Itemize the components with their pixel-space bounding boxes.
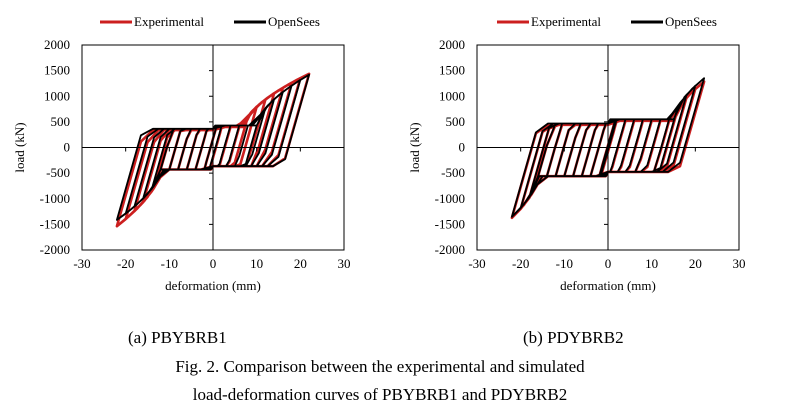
x-tick-label: 20: [294, 256, 307, 271]
y-axis-label: load (kN): [12, 122, 27, 172]
y-axis-label: load (kN): [407, 122, 422, 172]
y-tick-label: 1000: [439, 88, 465, 103]
x-tick-label: 0: [605, 256, 612, 271]
y-tick-label: 0: [64, 140, 71, 155]
figure-caption-line-2: load-deformation curves of PBYBRB1 and P…: [192, 385, 568, 404]
y-tick-label: 500: [51, 114, 71, 129]
x-tick-label: -10: [161, 256, 178, 271]
legend-label-experimental: Experimental: [531, 14, 601, 29]
y-tick-label: -1000: [435, 191, 465, 206]
legend-label-opensees: OpenSees: [665, 14, 717, 29]
y-tick-label: 2000: [44, 37, 70, 52]
x-axis-label: deformation (mm): [165, 278, 261, 293]
y-tick-label: -2000: [40, 242, 70, 257]
y-tick-label: 0: [459, 140, 466, 155]
y-tick-label: 1500: [439, 63, 465, 78]
x-tick-label: 30: [733, 256, 746, 271]
y-tick-label: -2000: [435, 242, 465, 257]
y-tick-label: 1500: [44, 63, 70, 78]
chart-b: -30 -20 -10 0 10 20 30 2000 1500 1000 500 0 -500 -100…: [407, 14, 746, 293]
legend-label-opensees: OpenSees: [268, 14, 320, 29]
chart-a: -30 -20 -10 0 10 20 30 2000 1500 1000 500 0 -500 -100…: [12, 14, 351, 293]
legend-label-experimental: Experimental: [134, 14, 204, 29]
y-tick-label: -1000: [40, 191, 70, 206]
x-tick-label: 30: [338, 256, 351, 271]
y-tick-label: 1000: [44, 88, 70, 103]
x-tick-label: -30: [468, 256, 485, 271]
x-axis-label: deformation (mm): [560, 278, 656, 293]
x-tick-label: 20: [689, 256, 702, 271]
y-tick-label: -500: [441, 165, 465, 180]
x-tick-label: -10: [556, 256, 573, 271]
y-tick-label: 500: [446, 114, 466, 129]
x-tick-label: -20: [512, 256, 529, 271]
legend: Experimental OpenSees: [100, 14, 320, 29]
subfigure-a-caption: (a) PBYBRB1: [128, 328, 227, 347]
x-tick-label: 0: [210, 256, 217, 271]
series-opensees-line: [511, 77, 705, 218]
y-tick-label: -1500: [40, 216, 70, 231]
x-tick-label: 10: [645, 256, 658, 271]
subfigure-b-caption: (b) PDYBRB2: [523, 328, 624, 347]
x-tick-label: -20: [117, 256, 134, 271]
y-tick-label: -500: [46, 165, 70, 180]
series-opensees-line: [116, 73, 310, 221]
x-tick-label: 10: [250, 256, 263, 271]
legend: Experimental OpenSees: [497, 14, 717, 29]
y-tick-label: -1500: [435, 216, 465, 231]
figure-caption-line-1: Fig. 2. Comparison between the experimen…: [175, 357, 585, 376]
x-tick-label: -30: [73, 256, 90, 271]
y-tick-label: 2000: [439, 37, 465, 52]
